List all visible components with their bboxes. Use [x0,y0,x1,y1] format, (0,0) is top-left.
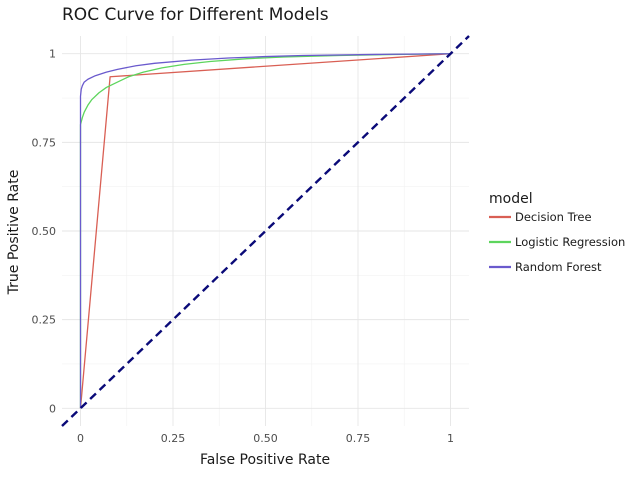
series-line-logistic-regression [79,53,451,409]
x-axis-title: False Positive Rate [200,452,330,468]
x-tick-label: 0.75 [346,432,371,445]
series-lines [61,35,470,427]
legend: model Decision Tree Logistic Regression Ra… [489,191,625,274]
grid [62,36,469,426]
x-tick-label: 0.25 [161,432,186,445]
legend-label: Logistic Regression [515,235,625,249]
chart-title: ROC Curve for Different Models [62,5,329,25]
x-tick-label: 1 [447,432,454,445]
tick-labels: 0 0.25 0.50 0.75 1 0 0.25 0.50 0.75 1 [32,48,455,445]
series-line-decision-tree [79,53,451,409]
y-tick-label: 0.25 [32,314,57,327]
x-tick-label: 0 [77,432,84,445]
x-tick-label: 0.50 [253,432,278,445]
y-axis-title: True Positive Rate [6,170,22,296]
y-tick-label: 0.75 [32,136,57,149]
legend-title: model [489,191,533,207]
legend-label: Random Forest [515,260,602,274]
y-tick-label: 0.50 [32,225,57,238]
y-tick-label: 1 [49,48,56,61]
reference-diagonal-line [61,35,470,427]
series-line-random-forest [79,53,451,409]
y-tick-label: 0 [49,402,56,415]
legend-label: Decision Tree [515,210,592,224]
